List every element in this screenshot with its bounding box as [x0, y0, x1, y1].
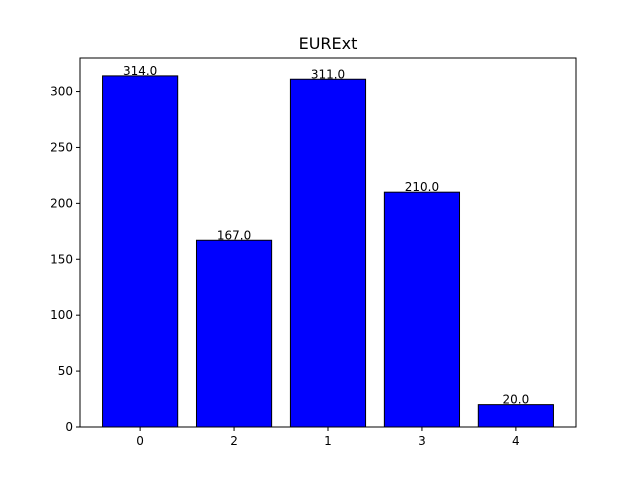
y-tick-label-200: 200	[50, 196, 73, 210]
x-tick-label-1: 1	[324, 434, 332, 448]
value-label-4: 20.0	[503, 393, 530, 407]
bar-4	[477, 404, 554, 428]
value-labels-group: 314.0 167.0 311.0 210.0 20.0	[123, 64, 529, 407]
y-tick-label-50: 50	[58, 364, 73, 378]
chart-title: EURExt	[299, 34, 358, 53]
value-label-2: 167.0	[217, 228, 251, 242]
y-tick-label-150: 150	[50, 252, 73, 266]
y-tick-label-100: 100	[50, 308, 73, 322]
y-tick-label-0: 0	[65, 420, 73, 434]
bar-1	[289, 78, 367, 428]
value-label-3: 210.0	[405, 180, 439, 194]
value-label-1: 311.0	[311, 67, 345, 81]
bar-3	[383, 191, 461, 428]
y-tick-label-250: 250	[50, 140, 73, 154]
x-tick-label-4: 4	[512, 434, 520, 448]
bar-0	[102, 75, 179, 428]
x-axis: 0 2 1 3 4	[136, 427, 520, 448]
x-tick-label-3: 3	[418, 434, 426, 448]
plot-frame	[79, 57, 577, 428]
value-label-0: 314.0	[123, 64, 157, 78]
bars-group	[102, 75, 554, 428]
y-tick-label-300: 300	[50, 85, 73, 99]
y-axis: 0 50 100 150 200 250 300	[50, 85, 80, 434]
x-tick-label-2: 2	[230, 434, 238, 448]
x-tick-label-0: 0	[136, 434, 144, 448]
bar-2	[195, 239, 273, 428]
